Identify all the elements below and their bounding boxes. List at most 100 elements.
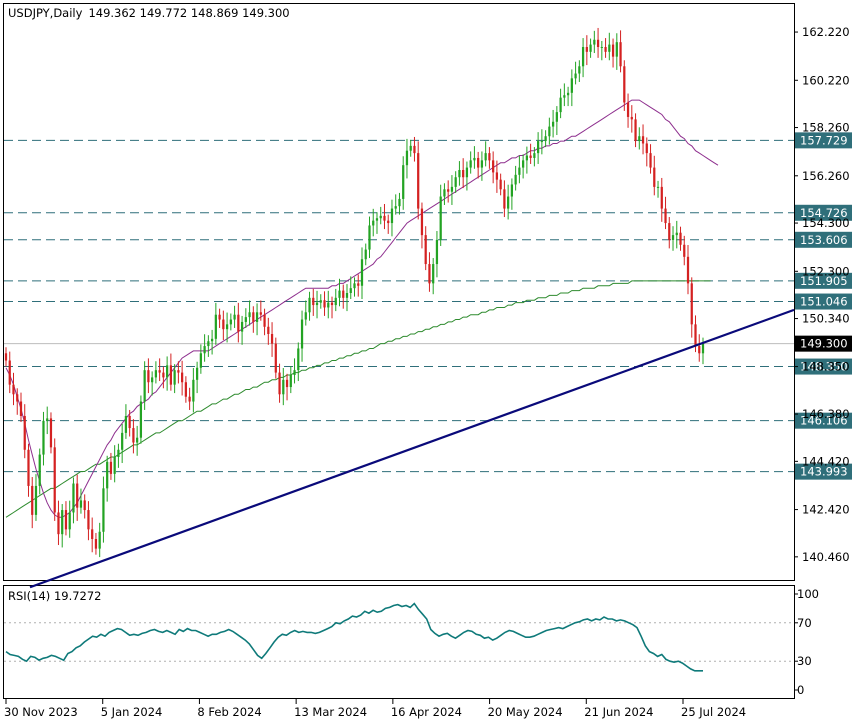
candle-body [57, 512, 60, 535]
candle-body [559, 97, 562, 113]
candle-body [630, 116, 633, 120]
date-tick-5: 20 May 2024 [488, 705, 563, 719]
candle-body [611, 44, 615, 57]
candle [454, 171, 457, 193]
candle [405, 138, 409, 179]
candle [645, 137, 648, 167]
candle [394, 194, 397, 215]
candle [192, 368, 195, 413]
candle [334, 288, 337, 312]
candle-body [638, 136, 641, 142]
candle [510, 178, 514, 210]
candle [158, 358, 161, 382]
candle [638, 127, 641, 150]
candle [285, 373, 289, 401]
candle [222, 310, 225, 341]
candle [656, 180, 660, 198]
candle-body [409, 145, 412, 151]
candle-body [259, 312, 262, 315]
candle-body [514, 174, 517, 185]
candle-body [113, 457, 116, 474]
candle [207, 335, 210, 357]
candle [98, 522, 101, 558]
candle [139, 395, 143, 444]
candle-body [304, 312, 307, 320]
candle [91, 517, 94, 553]
candle-body [192, 379, 195, 402]
candle-body [222, 319, 225, 330]
candle-body [42, 420, 45, 455]
level-tag-text: 151.905 [800, 274, 848, 288]
candle-body [529, 155, 532, 158]
price-tick-5: 152.300 [802, 264, 850, 278]
candle-body [623, 66, 626, 103]
candle-body [121, 432, 124, 450]
candle-body [300, 319, 304, 349]
candle [671, 226, 675, 251]
candle [447, 180, 450, 203]
current-price-tag: 149.300 [800, 337, 848, 351]
candle-body [225, 324, 229, 330]
candle [604, 38, 607, 58]
candle [169, 353, 172, 391]
candle [615, 33, 618, 70]
candle-body [394, 206, 397, 209]
candle [184, 376, 187, 403]
candle-body [345, 293, 349, 298]
candle-body [701, 343, 705, 354]
candle-body [435, 239, 439, 265]
date-tick-3: 13 Mar 2024 [294, 705, 367, 719]
candle [581, 38, 585, 78]
candle [72, 477, 75, 524]
candle-body [390, 208, 394, 224]
candle [630, 105, 633, 133]
candle-body [679, 232, 682, 245]
candle [450, 175, 454, 205]
candle-body [76, 483, 79, 508]
candle [244, 308, 247, 328]
candle-body [124, 416, 128, 433]
candle-body [548, 126, 551, 137]
price-tick-6: 150.340 [802, 312, 850, 326]
candle [151, 371, 154, 396]
candle [529, 143, 532, 164]
candle [551, 109, 555, 138]
candle-body [402, 165, 405, 199]
level-tag-bg [795, 463, 852, 480]
candle-body [334, 297, 337, 306]
candle-body [570, 78, 573, 93]
rsi-tick-1: 70 [797, 616, 812, 630]
candle [27, 443, 30, 497]
candle-body [162, 372, 165, 378]
price-tick-3: 156.260 [802, 169, 850, 183]
candle-body [106, 461, 109, 489]
candle-body [94, 539, 98, 549]
candle-body [49, 418, 53, 448]
candle [338, 278, 341, 307]
candle-body [293, 370, 296, 375]
candle-body [360, 259, 364, 286]
candle [94, 532, 98, 555]
candle-body [342, 290, 345, 298]
candle [109, 452, 113, 480]
candle-body [641, 136, 645, 144]
candle-body [274, 343, 277, 373]
candle [563, 83, 566, 107]
price-tick-10: 142.420 [802, 503, 850, 517]
candle-body [64, 510, 68, 530]
candle-body [98, 531, 101, 549]
candle [61, 504, 64, 548]
candle-body [683, 244, 686, 257]
candle-body [465, 167, 469, 178]
candle-body [563, 95, 566, 98]
candle [240, 315, 244, 345]
candle [690, 277, 693, 338]
candle [199, 344, 202, 374]
current-price-tag-bg [795, 335, 852, 352]
level-tag-text: 148.350 [800, 360, 848, 374]
candle [87, 501, 90, 541]
candle-body [282, 379, 285, 395]
candle-body [454, 177, 457, 187]
candle [458, 161, 461, 186]
